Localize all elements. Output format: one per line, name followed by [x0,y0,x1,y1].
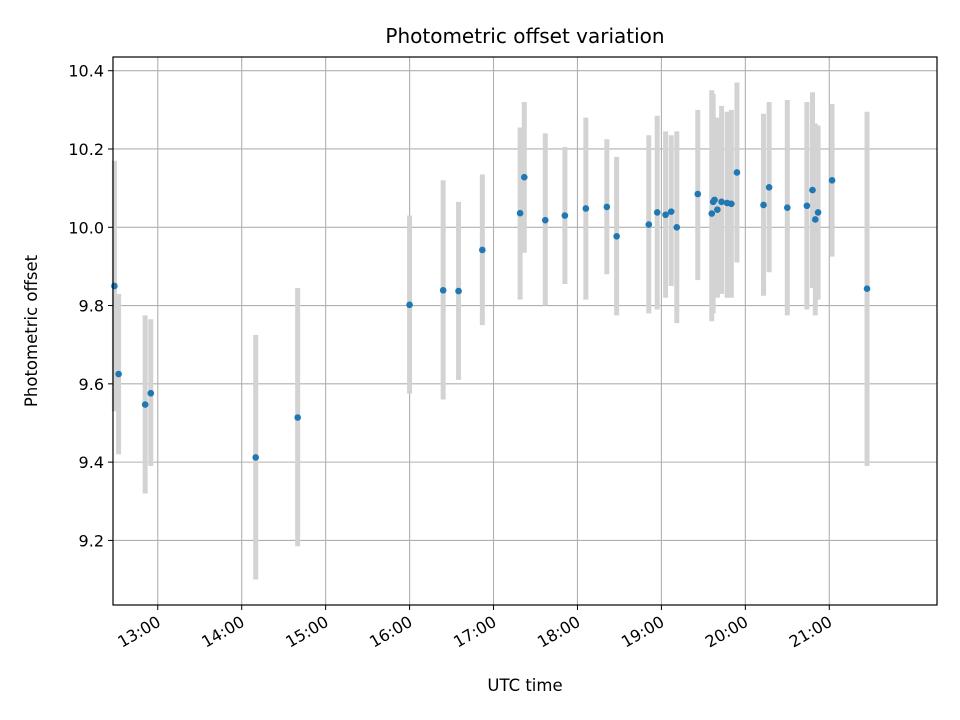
data-point [294,414,301,421]
y-tick-label: 10.0 [68,218,104,237]
y-tick-label: 9.8 [79,297,104,316]
data-point [455,287,462,295]
data-point [809,186,816,194]
data-point [603,203,611,211]
data-point [541,216,549,224]
data-point [653,209,661,216]
y-tick-label: 10.2 [68,140,104,159]
data-point [694,190,702,198]
data-point [662,211,669,219]
data-point [667,208,675,215]
data-point [760,201,767,209]
data-point [561,212,569,219]
axes-frame [112,56,938,606]
data-point [784,204,791,211]
data-point [708,210,716,217]
data-point [718,198,725,206]
data-point [728,200,735,208]
y-tick-label: 10.4 [68,62,104,81]
chart-title: Photometric offset variation [385,24,664,48]
data-point [141,401,149,408]
data-point [479,246,486,254]
data-point [803,202,811,210]
y-tick-label: 9.4 [79,453,104,472]
data-point [814,209,822,216]
data-point [521,173,528,181]
data-point [252,454,259,461]
data-point [733,169,741,176]
data-point [714,206,721,213]
data-point [765,184,773,191]
data-point [147,389,155,397]
data-point [516,209,524,217]
data-point [673,223,681,231]
data-point [613,232,620,240]
data-point [582,205,590,212]
data-point [863,285,871,293]
y-ticks: 9.2 9.4 9.6 9.8 10.0 10.2 10.4 [68,62,113,550]
x-axis-label: UTC time [487,676,562,695]
data-point [111,282,118,290]
data-point [711,196,718,204]
y-axis-label: Photometric offset [22,254,41,407]
data-point [811,216,819,223]
data-point [406,301,413,309]
y-tick-label: 9.2 [79,531,104,550]
data-point [439,286,447,294]
data-point [828,177,836,184]
data-point [115,370,122,378]
data-point [645,221,653,228]
y-tick-label: 9.6 [79,375,104,394]
